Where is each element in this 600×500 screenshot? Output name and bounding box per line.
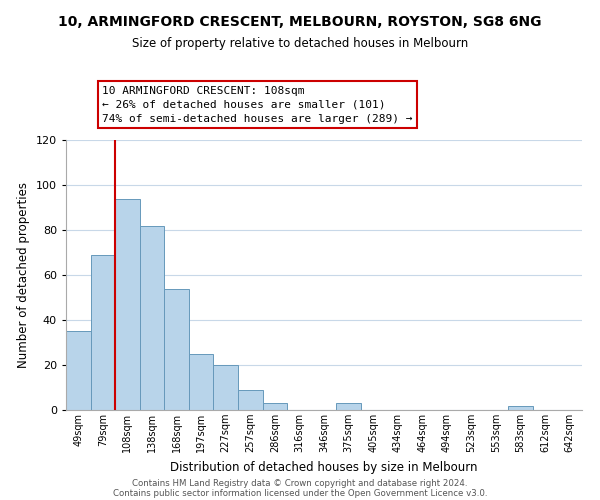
Y-axis label: Number of detached properties: Number of detached properties	[17, 182, 30, 368]
Text: Size of property relative to detached houses in Melbourn: Size of property relative to detached ho…	[132, 38, 468, 51]
Bar	[263, 403, 287, 410]
Bar	[66, 331, 91, 410]
Bar	[336, 403, 361, 410]
Bar	[115, 198, 140, 410]
Text: 10, ARMINGFORD CRESCENT, MELBOURN, ROYSTON, SG8 6NG: 10, ARMINGFORD CRESCENT, MELBOURN, ROYST…	[58, 15, 542, 29]
Text: Contains public sector information licensed under the Open Government Licence v3: Contains public sector information licen…	[113, 488, 487, 498]
X-axis label: Distribution of detached houses by size in Melbourn: Distribution of detached houses by size …	[170, 460, 478, 473]
Bar	[140, 226, 164, 410]
Bar	[238, 390, 263, 410]
Bar	[508, 406, 533, 410]
Bar	[214, 365, 238, 410]
Text: Contains HM Land Registry data © Crown copyright and database right 2024.: Contains HM Land Registry data © Crown c…	[132, 478, 468, 488]
Bar	[189, 354, 214, 410]
Text: 10 ARMINGFORD CRESCENT: 108sqm
← 26% of detached houses are smaller (101)
74% of: 10 ARMINGFORD CRESCENT: 108sqm ← 26% of …	[102, 86, 413, 124]
Bar	[91, 255, 115, 410]
Bar	[164, 288, 189, 410]
